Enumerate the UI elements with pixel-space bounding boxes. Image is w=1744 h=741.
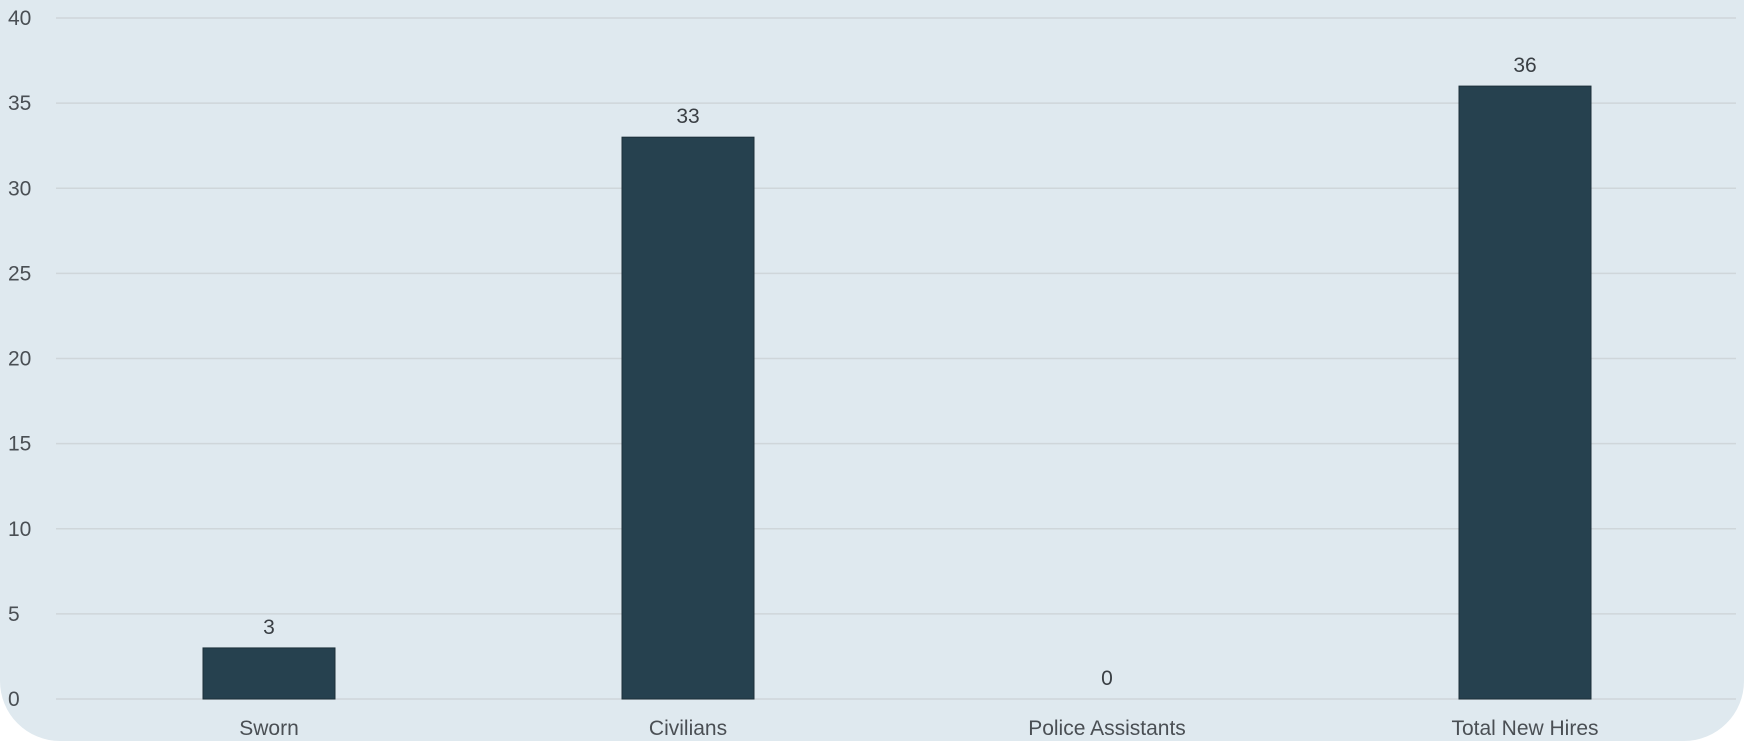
- y-tick-label-25: 25: [8, 262, 31, 285]
- y-tick-label-5: 5: [8, 603, 20, 626]
- y-tick-label-0: 0: [8, 688, 20, 711]
- category-label-police-assistants: Police Assistants: [1028, 717, 1186, 740]
- x-axis-category-labels: Sworn Civilians Police Assistants Total New…: [239, 717, 1598, 740]
- data-label-civilians: 33: [676, 105, 699, 128]
- data-label-sworn: 3: [263, 616, 275, 639]
- category-label-total-new-hires: Total New Hires: [1451, 717, 1598, 740]
- bar-total-new-hires: [1458, 85, 1592, 700]
- grid-lines: [56, 17, 1736, 700]
- bar-sworn: [202, 647, 336, 700]
- category-label-civilians: Civilians: [649, 717, 727, 740]
- bars: [202, 85, 1592, 700]
- y-axis-tick-labels: 0 5 10 15 20 25 30 35 40: [8, 7, 31, 711]
- data-label-total-new-hires: 36: [1513, 54, 1536, 77]
- data-label-police-assistants: 0: [1101, 667, 1113, 690]
- y-tick-label-40: 40: [8, 7, 31, 30]
- y-tick-label-20: 20: [8, 348, 31, 371]
- category-label-sworn: Sworn: [239, 717, 299, 740]
- y-tick-label-35: 35: [8, 92, 31, 115]
- bar-civilians: [621, 136, 755, 700]
- y-tick-label-10: 10: [8, 518, 31, 541]
- y-tick-label-30: 30: [8, 177, 31, 200]
- y-tick-label-15: 15: [8, 433, 31, 456]
